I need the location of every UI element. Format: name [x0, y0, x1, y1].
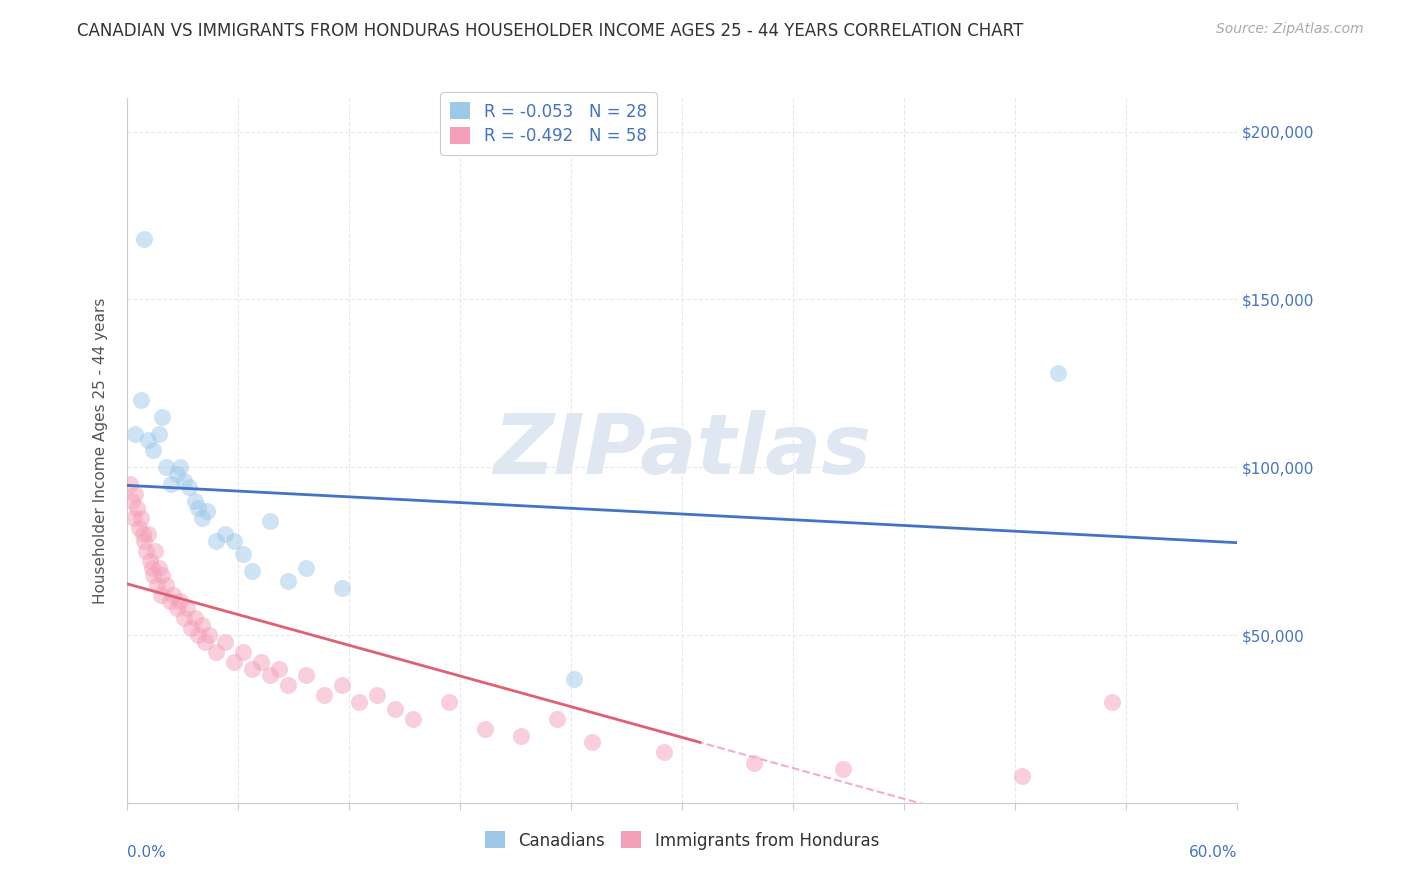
Point — [143, 544, 166, 558]
Point — [129, 393, 152, 408]
Point — [267, 662, 290, 676]
Point — [1047, 366, 1070, 380]
Point — [240, 564, 263, 578]
Point — [214, 634, 236, 648]
Point — [474, 722, 496, 736]
Legend: Canadians, Immigrants from Honduras: Canadians, Immigrants from Honduras — [477, 823, 887, 858]
Point — [173, 611, 195, 625]
Point — [160, 477, 183, 491]
Text: Source: ZipAtlas.com: Source: ZipAtlas.com — [1216, 22, 1364, 37]
Point — [169, 460, 191, 475]
Point — [277, 574, 299, 589]
Point — [259, 514, 281, 528]
Point — [277, 678, 299, 692]
Point — [1011, 769, 1033, 783]
Point — [187, 628, 209, 642]
Point — [179, 480, 201, 494]
Point — [294, 668, 316, 682]
Point — [437, 695, 460, 709]
Point — [176, 601, 198, 615]
Point — [652, 746, 675, 760]
Point — [222, 534, 245, 549]
Point — [1101, 695, 1123, 709]
Point — [148, 426, 170, 441]
Point — [191, 618, 214, 632]
Point — [581, 735, 603, 749]
Point — [142, 443, 165, 458]
Point — [169, 594, 191, 608]
Point — [194, 634, 217, 648]
Point — [259, 668, 281, 682]
Point — [294, 561, 316, 575]
Point — [155, 460, 177, 475]
Point — [148, 561, 170, 575]
Point — [142, 567, 165, 582]
Point — [120, 477, 142, 491]
Point — [128, 521, 150, 535]
Point — [124, 487, 146, 501]
Point — [349, 695, 371, 709]
Point — [149, 588, 172, 602]
Point — [232, 645, 254, 659]
Point — [205, 645, 228, 659]
Point — [136, 527, 159, 541]
Point — [150, 567, 173, 582]
Y-axis label: Householder Income Ages 25 - 44 years: Householder Income Ages 25 - 44 years — [93, 297, 108, 604]
Point — [141, 561, 163, 575]
Point — [402, 712, 425, 726]
Point — [205, 534, 228, 549]
Point — [121, 493, 143, 508]
Point — [183, 611, 205, 625]
Point — [159, 594, 181, 608]
Text: CANADIAN VS IMMIGRANTS FROM HONDURAS HOUSEHOLDER INCOME AGES 25 - 44 YEARS CORRE: CANADIAN VS IMMIGRANTS FROM HONDURAS HOU… — [77, 22, 1024, 40]
Point — [134, 534, 156, 549]
Point — [135, 544, 157, 558]
Point — [139, 554, 162, 568]
Point — [134, 232, 156, 246]
Point — [366, 689, 388, 703]
Text: 60.0%: 60.0% — [1189, 845, 1237, 860]
Point — [150, 409, 173, 424]
Point — [162, 588, 184, 602]
Point — [122, 510, 145, 524]
Point — [232, 548, 254, 562]
Point — [131, 527, 153, 541]
Point — [191, 510, 214, 524]
Point — [187, 500, 209, 515]
Point — [330, 678, 353, 692]
Point — [146, 577, 169, 591]
Point — [166, 467, 188, 481]
Point — [155, 577, 177, 591]
Point — [166, 601, 188, 615]
Point — [124, 426, 146, 441]
Point — [330, 581, 353, 595]
Point — [742, 756, 765, 770]
Point — [222, 655, 245, 669]
Point — [180, 621, 202, 635]
Point — [509, 729, 531, 743]
Point — [384, 702, 406, 716]
Point — [546, 712, 568, 726]
Point — [173, 474, 195, 488]
Point — [136, 434, 159, 448]
Point — [250, 655, 273, 669]
Point — [832, 762, 855, 776]
Point — [183, 493, 205, 508]
Text: 0.0%: 0.0% — [127, 845, 166, 860]
Point — [198, 628, 221, 642]
Text: ZIPatlas: ZIPatlas — [494, 410, 870, 491]
Point — [564, 672, 586, 686]
Point — [129, 510, 152, 524]
Point — [312, 689, 335, 703]
Point — [214, 527, 236, 541]
Point — [195, 504, 218, 518]
Point — [240, 662, 263, 676]
Point — [127, 500, 149, 515]
